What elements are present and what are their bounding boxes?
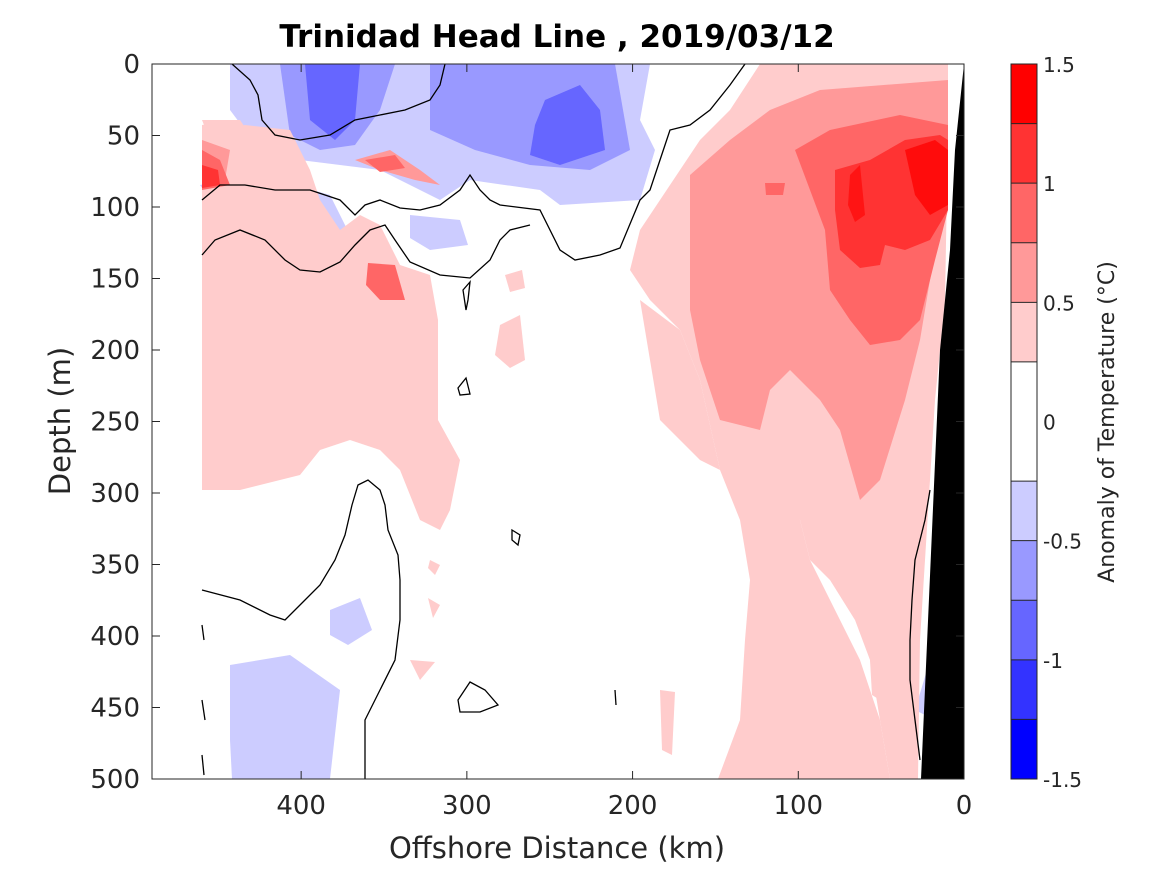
colorbar-tick-label: -0.5 [1043,530,1082,554]
contour-small-3 [511,528,521,547]
y-tick-label: 150 [90,265,140,295]
warm-region-patch6 [660,690,675,755]
cool-region-deep [230,655,340,779]
contour-small-1 [462,280,471,311]
colorbar-swatch [1011,361,1037,482]
zero-contour-3 [201,224,531,279]
y-axis: 0 50 100 150 200 250 300 350 400 450 500 [90,50,964,795]
contour-field [200,64,964,779]
colorbar-tick-label: 1 [1043,172,1056,196]
y-tick-label: 500 [90,765,140,795]
warm-core [905,140,948,215]
contour-edge-1 [201,624,205,641]
y-tick-label: 250 [90,408,140,438]
warm-region-patch3 [428,560,440,575]
y-tick-label: 200 [90,336,140,366]
cool-region-3b [530,85,605,165]
x-tick-label: 200 [608,791,658,821]
warm-region-4b [202,165,220,188]
zero-contour-4 [201,479,401,779]
warm-region-west [202,125,460,530]
warm-region-patch4 [428,598,440,618]
colorbar-tick-label: 0.5 [1043,291,1075,315]
zero-contour-1 [231,64,446,141]
contour-edge-2 [201,699,206,721]
warm-region-east-lower [700,380,890,779]
x-tick-label: 300 [442,791,492,821]
warm-region-east-top [640,300,720,470]
zero-contour-2 [201,64,746,261]
colorbar-swatch [1011,659,1037,720]
bathymetry-mask [921,64,964,779]
contour-small-2 [457,376,471,396]
warm-region-3c [366,263,405,300]
colorbar-swatch [1011,183,1037,243]
y-tick-label: 400 [90,622,140,652]
cool-region-mid2 [410,215,468,250]
colorbar-swatch [1011,123,1037,184]
x-tick-label: 400 [276,791,326,821]
warm-region-nearshore-deep [870,660,885,700]
y-axis-label: Depth (m) [43,347,77,495]
y-tick-label: 0 [123,50,140,80]
colorbar-tick-label: -1.5 [1043,768,1082,792]
colorbar-swatch [1011,719,1037,779]
warm-region-3e [365,155,405,172]
colorbar: 1.5 1 0.5 0 -0.5 -1 -1.5 [1010,53,1082,792]
contour-nearshore [909,489,931,761]
warm-region-patch5 [410,660,435,680]
contour-small-4 [457,681,500,713]
colorbar-tick-label: -1 [1043,649,1063,673]
x-axis-label: Offshore Distance (km) [389,831,725,865]
x-tick-label: 100 [773,791,823,821]
warm-region-patch1 [495,315,525,368]
warm-region-patch2 [505,270,525,292]
colorbar-swatch [1011,302,1037,362]
x-tick-label: 0 [956,791,973,821]
x-axis: 400 300 200 100 0 [276,64,972,821]
warm-region-surface-strip [202,120,260,150]
contour-small-5 [614,689,617,706]
contour-edge-3 [201,754,205,776]
colorbar-tick-label: 1.5 [1043,53,1075,77]
colorbar-swatch [1011,64,1037,124]
colorbar-swatch [1011,481,1037,541]
cool-region-deep2 [330,598,372,645]
y-tick-label: 300 [90,479,140,509]
colorbar-label: Anomaly of Temperature (°C) [1095,261,1120,583]
y-tick-label: 350 [90,551,140,581]
colorbar-tick-label: 0 [1043,411,1056,435]
y-tick-label: 100 [90,193,140,223]
y-tick-label: 50 [107,122,140,152]
colorbar-swatch [1011,540,1037,601]
chart-title: Trinidad Head Line , 2019/03/12 [279,19,834,55]
y-tick-label: 450 [90,694,140,724]
cool-region-3a [305,64,360,140]
colorbar-swatch [1011,242,1037,303]
warm-region-3d [765,183,785,195]
warm-core-b [848,165,865,222]
colorbar-swatch [1011,600,1037,660]
